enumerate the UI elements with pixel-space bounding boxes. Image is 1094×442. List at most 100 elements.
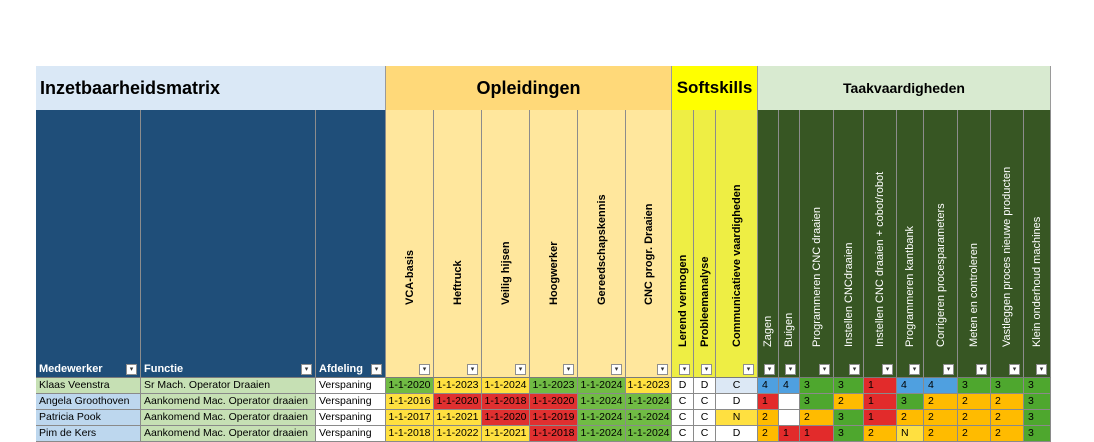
- cell-opleidingen[interactable]: 1-1-2020: [482, 410, 530, 426]
- cell-taken[interactable]: 3: [1024, 378, 1051, 394]
- cell-functie[interactable]: Aankomend Mac. Operator draaien: [141, 426, 316, 442]
- cell-taken[interactable]: 2: [897, 410, 924, 426]
- filter-dropdown-icon[interactable]: ▾: [785, 364, 796, 375]
- cell-opleidingen[interactable]: 1-1-2022: [434, 426, 482, 442]
- cell-opleidingen[interactable]: 1-1-2021: [434, 410, 482, 426]
- cell-taken[interactable]: 2: [864, 426, 897, 442]
- filter-dropdown-icon[interactable]: ▾: [563, 364, 574, 375]
- cell-taken[interactable]: [779, 394, 800, 410]
- cell-taken[interactable]: 3: [958, 378, 991, 394]
- cell-opleidingen[interactable]: 1-1-2018: [530, 426, 578, 442]
- cell-opleidingen[interactable]: 1-1-2024: [578, 410, 626, 426]
- cell-taken[interactable]: 2: [991, 394, 1024, 410]
- cell-opleidingen[interactable]: 1-1-2020: [530, 394, 578, 410]
- cell-taken[interactable]: 3: [1024, 410, 1051, 426]
- filter-dropdown-icon[interactable]: ▾: [701, 364, 712, 375]
- cell-opleidingen[interactable]: 1-1-2019: [530, 410, 578, 426]
- cell-taken[interactable]: 2: [758, 426, 779, 442]
- cell-opleidingen[interactable]: 1-1-2024: [626, 410, 672, 426]
- cell-functie[interactable]: Sr Mach. Operator Draaien: [141, 378, 316, 394]
- cell-medewerker[interactable]: Klaas Veenstra: [36, 378, 141, 394]
- cell-softskills[interactable]: D: [672, 378, 694, 394]
- cell-taken[interactable]: 2: [924, 394, 958, 410]
- cell-taken[interactable]: N: [897, 426, 924, 442]
- cell-medewerker[interactable]: Patricia Pook: [36, 410, 141, 426]
- cell-opleidingen[interactable]: 1-1-2017: [386, 410, 434, 426]
- cell-opleidingen[interactable]: 1-1-2020: [386, 378, 434, 394]
- filter-dropdown-icon[interactable]: ▾: [882, 364, 893, 375]
- filter-dropdown-icon[interactable]: ▾: [743, 364, 754, 375]
- filter-dropdown-icon[interactable]: ▾: [909, 364, 920, 375]
- cell-taken[interactable]: 3: [834, 410, 864, 426]
- cell-taken[interactable]: 3: [991, 378, 1024, 394]
- cell-opleidingen[interactable]: 1-1-2023: [530, 378, 578, 394]
- filter-dropdown-icon[interactable]: ▾: [419, 364, 430, 375]
- cell-taken[interactable]: 4: [779, 378, 800, 394]
- cell-taken[interactable]: 2: [924, 426, 958, 442]
- filter-dropdown-icon[interactable]: ▾: [943, 364, 954, 375]
- cell-taken[interactable]: 2: [800, 410, 834, 426]
- cell-opleidingen[interactable]: 1-1-2020: [434, 394, 482, 410]
- filter-dropdown-icon[interactable]: ▾: [371, 364, 382, 375]
- cell-softskills[interactable]: C: [672, 410, 694, 426]
- cell-taken[interactable]: 1: [758, 394, 779, 410]
- cell-softskills[interactable]: C: [694, 426, 716, 442]
- cell-afdeling[interactable]: Verspaning: [316, 378, 386, 394]
- cell-softskills[interactable]: C: [694, 394, 716, 410]
- cell-softskills[interactable]: C: [672, 426, 694, 442]
- cell-softskills[interactable]: D: [716, 394, 758, 410]
- cell-opleidingen[interactable]: 1-1-2024: [578, 394, 626, 410]
- filter-dropdown-icon[interactable]: ▾: [1009, 364, 1020, 375]
- cell-taken[interactable]: 3: [897, 394, 924, 410]
- cell-softskills[interactable]: D: [716, 426, 758, 442]
- cell-opleidingen[interactable]: 1-1-2024: [626, 394, 672, 410]
- cell-taken[interactable]: 3: [1024, 394, 1051, 410]
- cell-opleidingen[interactable]: 1-1-2023: [434, 378, 482, 394]
- cell-medewerker[interactable]: Angela Groothoven: [36, 394, 141, 410]
- cell-softskills[interactable]: C: [672, 394, 694, 410]
- filter-dropdown-icon[interactable]: ▾: [467, 364, 478, 375]
- cell-taken[interactable]: 1: [864, 394, 897, 410]
- cell-opleidingen[interactable]: 1-1-2021: [482, 426, 530, 442]
- filter-dropdown-icon[interactable]: ▾: [611, 364, 622, 375]
- cell-taken[interactable]: 2: [924, 410, 958, 426]
- cell-opleidingen[interactable]: 1-1-2024: [482, 378, 530, 394]
- cell-softskills[interactable]: C: [716, 378, 758, 394]
- cell-opleidingen[interactable]: 1-1-2023: [626, 378, 672, 394]
- cell-taken[interactable]: 3: [800, 378, 834, 394]
- cell-softskills[interactable]: C: [694, 410, 716, 426]
- cell-taken[interactable]: [779, 410, 800, 426]
- cell-medewerker[interactable]: Pim de Kers: [36, 426, 141, 442]
- cell-opleidingen[interactable]: 1-1-2024: [578, 378, 626, 394]
- filter-dropdown-icon[interactable]: ▾: [976, 364, 987, 375]
- cell-afdeling[interactable]: Verspaning: [316, 410, 386, 426]
- cell-opleidingen[interactable]: 1-1-2018: [482, 394, 530, 410]
- filter-dropdown-icon[interactable]: ▾: [126, 364, 137, 375]
- cell-taken[interactable]: 3: [1024, 426, 1051, 442]
- cell-taken[interactable]: 1: [864, 378, 897, 394]
- cell-taken[interactable]: 2: [991, 410, 1024, 426]
- cell-opleidingen[interactable]: 1-1-2016: [386, 394, 434, 410]
- cell-taken[interactable]: 2: [758, 410, 779, 426]
- filter-dropdown-icon[interactable]: ▾: [1036, 364, 1047, 375]
- cell-taken[interactable]: 3: [800, 394, 834, 410]
- filter-dropdown-icon[interactable]: ▾: [657, 364, 668, 375]
- cell-opleidingen[interactable]: 1-1-2024: [626, 426, 672, 442]
- filter-dropdown-icon[interactable]: ▾: [301, 364, 312, 375]
- cell-functie[interactable]: Aankomend Mac. Operator draaien: [141, 410, 316, 426]
- cell-taken[interactable]: 1: [779, 426, 800, 442]
- cell-taken[interactable]: 4: [924, 378, 958, 394]
- cell-afdeling[interactable]: Verspaning: [316, 394, 386, 410]
- cell-taken[interactable]: 1: [800, 426, 834, 442]
- filter-dropdown-icon[interactable]: ▾: [515, 364, 526, 375]
- cell-taken[interactable]: 2: [834, 394, 864, 410]
- cell-taken[interactable]: 3: [834, 426, 864, 442]
- cell-taken[interactable]: 3: [834, 378, 864, 394]
- cell-taken[interactable]: 2: [991, 426, 1024, 442]
- cell-taken[interactable]: 4: [758, 378, 779, 394]
- cell-opleidingen[interactable]: 1-1-2024: [578, 426, 626, 442]
- cell-taken[interactable]: 2: [958, 426, 991, 442]
- cell-taken[interactable]: 2: [958, 394, 991, 410]
- cell-softskills[interactable]: D: [694, 378, 716, 394]
- cell-opleidingen[interactable]: 1-1-2018: [386, 426, 434, 442]
